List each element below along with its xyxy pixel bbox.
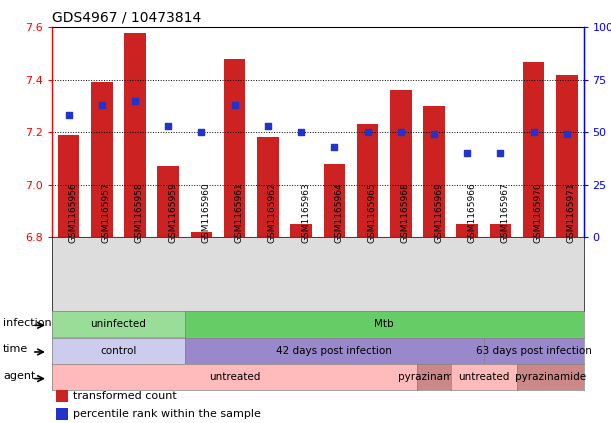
Text: GSM1165964: GSM1165964 <box>334 182 343 243</box>
Text: GSM1165970: GSM1165970 <box>533 182 543 243</box>
Text: GSM1165969: GSM1165969 <box>434 182 443 243</box>
Text: agent: agent <box>3 371 35 381</box>
Bar <box>489 224 511 237</box>
Text: infection: infection <box>3 318 52 328</box>
Point <box>197 129 207 135</box>
Text: pyrazinamide: pyrazinamide <box>398 372 470 382</box>
Text: GSM1165958: GSM1165958 <box>135 182 144 243</box>
Bar <box>324 164 345 237</box>
Bar <box>91 82 112 237</box>
Text: GSM1165962: GSM1165962 <box>268 182 277 243</box>
Text: GDS4967 / 10473814: GDS4967 / 10473814 <box>52 11 201 25</box>
Bar <box>158 166 179 237</box>
Text: time: time <box>3 344 28 354</box>
Text: GSM1165961: GSM1165961 <box>235 182 244 243</box>
Text: 63 days post infection: 63 days post infection <box>476 346 591 356</box>
Bar <box>191 232 212 237</box>
Point <box>529 129 538 135</box>
Text: percentile rank within the sample: percentile rank within the sample <box>73 409 261 419</box>
Point <box>163 123 173 129</box>
Bar <box>58 135 79 237</box>
Bar <box>224 59 246 237</box>
Text: GSM1165956: GSM1165956 <box>68 182 78 243</box>
Bar <box>357 124 378 237</box>
Text: untreated: untreated <box>458 372 510 382</box>
Bar <box>56 408 68 420</box>
Text: GSM1165957: GSM1165957 <box>102 182 111 243</box>
Text: uninfected: uninfected <box>90 319 146 329</box>
Point <box>363 129 373 135</box>
Text: transformed count: transformed count <box>73 391 177 401</box>
Text: untreated: untreated <box>209 372 260 382</box>
Point <box>562 131 572 137</box>
Text: GSM1165968: GSM1165968 <box>401 182 410 243</box>
Point <box>130 97 140 104</box>
Point <box>396 129 406 135</box>
Point <box>463 150 472 157</box>
Text: GSM1165966: GSM1165966 <box>467 182 476 243</box>
Bar <box>124 33 146 237</box>
Text: 42 days post infection: 42 days post infection <box>276 346 392 356</box>
Text: GSM1165960: GSM1165960 <box>202 182 210 243</box>
Bar <box>556 74 577 237</box>
Text: Mtb: Mtb <box>375 319 394 329</box>
Bar <box>456 224 478 237</box>
Text: GSM1165959: GSM1165959 <box>168 182 177 243</box>
Bar <box>390 91 412 237</box>
Text: GSM1165963: GSM1165963 <box>301 182 310 243</box>
Text: GSM1165967: GSM1165967 <box>500 182 510 243</box>
Point <box>429 131 439 137</box>
Point <box>97 102 107 108</box>
Text: pyrazinamide: pyrazinamide <box>514 372 586 382</box>
Point <box>496 150 505 157</box>
Point <box>296 129 306 135</box>
Point <box>64 112 73 119</box>
Text: GSM1165971: GSM1165971 <box>567 182 576 243</box>
Text: GSM1165965: GSM1165965 <box>368 182 376 243</box>
Bar <box>290 224 312 237</box>
Bar <box>423 106 445 237</box>
Bar <box>56 390 68 402</box>
Text: control: control <box>100 346 137 356</box>
Bar <box>257 137 279 237</box>
Point <box>329 143 339 150</box>
Point <box>230 102 240 108</box>
Point <box>263 123 273 129</box>
Bar <box>523 61 544 237</box>
